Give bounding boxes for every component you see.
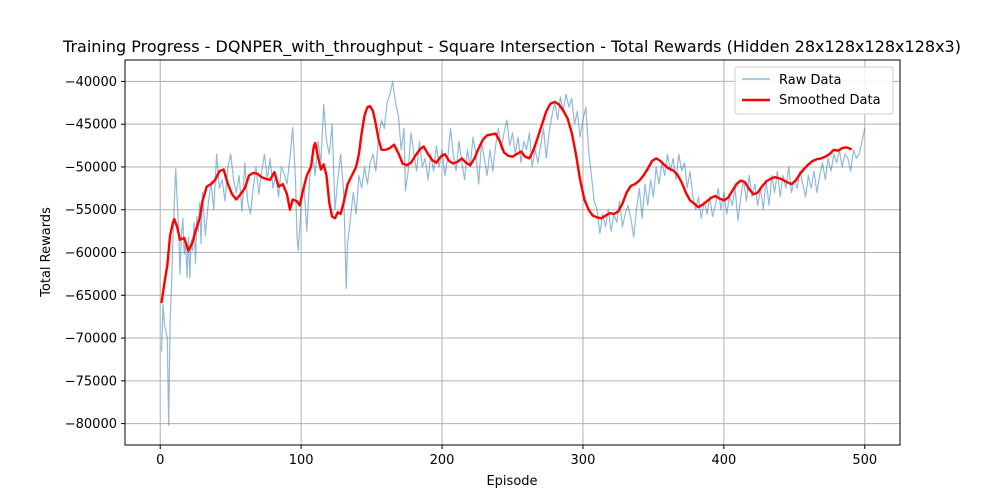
y-tick-label: −50000 (65, 160, 117, 175)
series-layer (160, 80, 866, 426)
y-tick-label: −60000 (65, 246, 117, 261)
ticks: 0 100 200 300 400 500 −80000 −75000 −70000 −65000… (65, 75, 877, 468)
y-tick-label: −55000 (65, 203, 117, 218)
chart-title: Training Progress - DQNPER_with_throughp… (62, 37, 961, 57)
x-tick-label: 400 (711, 453, 736, 468)
legend-smoothed-data-label: Smoothed Data (779, 93, 881, 108)
x-tick-label: 500 (852, 453, 877, 468)
x-tick-label: 200 (430, 453, 455, 468)
x-tick-label: 0 (156, 453, 164, 468)
y-tick-label: −45000 (65, 118, 117, 133)
y-tick-label: −65000 (65, 289, 117, 304)
x-tick-label: 100 (289, 453, 314, 468)
y-tick-label: −40000 (65, 75, 117, 90)
x-axis-label: Episode (486, 474, 537, 489)
legend: Raw Data Smoothed Data (734, 66, 894, 115)
legend-raw-data-label: Raw Data (779, 73, 842, 88)
smoothed-data-line (160, 100, 852, 304)
y-tick-label: −75000 (65, 374, 117, 389)
gridlines (125, 60, 900, 445)
y-axis-label: Total Rewards (39, 207, 54, 298)
x-tick-label: 300 (571, 453, 596, 468)
y-tick-label: −80000 (65, 417, 117, 432)
y-tick-label: −70000 (65, 332, 117, 347)
legend-box (734, 66, 894, 115)
